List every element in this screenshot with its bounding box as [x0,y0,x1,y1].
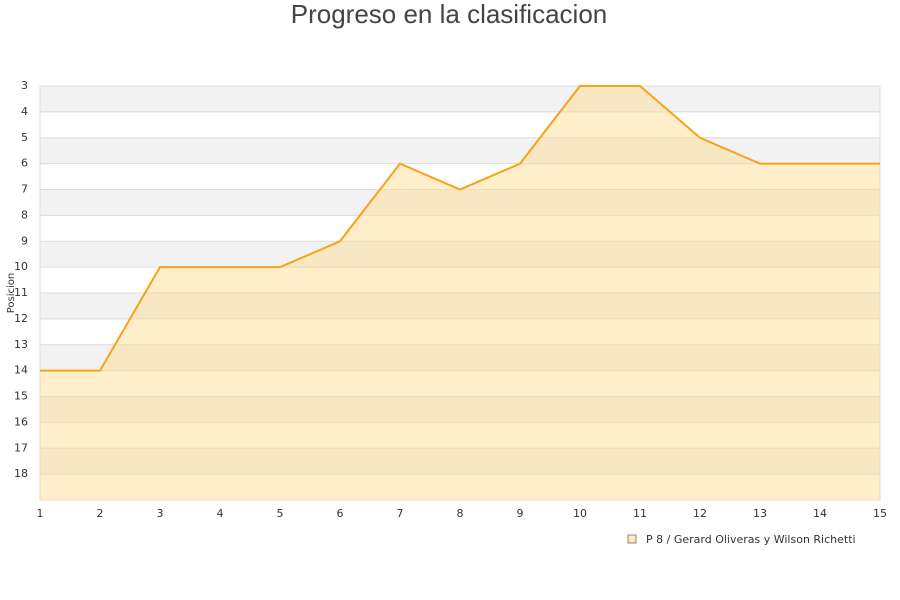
y-tick-label: 9 [21,234,28,247]
grid-band [40,215,880,242]
y-tick-label: 13 [14,338,28,351]
grid-band [40,422,880,449]
area-fill [40,86,880,500]
y-tick-label: 5 [21,131,28,144]
y-tick-label: 17 [14,441,28,454]
x-tick-label: 13 [753,507,767,520]
x-tick-label: 11 [633,507,647,520]
y-tick-label: 12 [14,312,28,325]
x-tick-label: 10 [573,507,587,520]
grid-band [40,267,880,293]
x-tick-label: 15 [873,507,887,520]
grid-band [40,86,880,112]
area-line [40,85,880,372]
chart-title: Progreso en la clasificacion [291,0,608,29]
y-tick-label: 4 [21,105,28,118]
y-axis-label: Posicion [6,273,17,314]
grid-band [40,448,880,475]
x-tick-label: 8 [457,507,464,520]
x-tick-label: 1 [37,507,44,520]
x-tick-label: 5 [277,507,284,520]
y-tick-label: 6 [21,157,28,170]
y-tick-label: 18 [14,467,28,480]
y-tick-label: 10 [14,260,28,273]
x-tick-label: 6 [337,507,344,520]
x-tick-label: 12 [693,507,707,520]
grid-band [40,344,880,371]
grid-band [40,396,880,423]
grid-band [40,163,880,190]
x-tick-label: 4 [217,507,224,520]
grid-band [40,293,880,319]
y-tick-label: 11 [14,286,28,299]
x-tick-label: 14 [813,507,827,520]
grid-band [40,111,880,138]
y-tick-label: 16 [14,415,28,428]
y-tick-label: 15 [14,390,28,403]
grid-band [40,474,880,500]
grid-band [40,189,880,216]
y-tick-label: 8 [21,208,28,221]
grid-band [40,318,880,345]
legend-label: P 8 / Gerard Oliveras y Wilson Richetti [646,533,856,546]
y-tick-label: 3 [21,79,28,92]
legend-swatch [627,534,637,544]
grid-band [40,370,880,397]
y-tick-label: 7 [21,183,28,196]
x-tick-label: 2 [97,507,104,520]
x-tick-label: 7 [397,507,404,520]
plot-border [39,85,881,501]
y-tick-label: 14 [14,364,28,377]
x-tick-label: 3 [157,507,164,520]
grid-band [40,241,880,268]
grid-band [40,137,880,164]
x-tick-label: 9 [517,507,524,520]
